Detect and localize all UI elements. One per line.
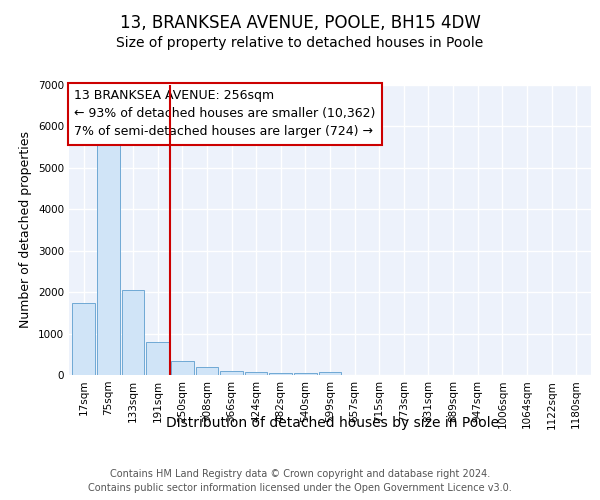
Bar (220, 371, 243, 375)
Bar (196, 366, 218, 375)
Text: 13 BRANKSEA AVENUE: 256sqm
← 93% of detached houses are smaller (10,362)
7% of s: 13 BRANKSEA AVENUE: 256sqm ← 93% of deta… (74, 90, 376, 138)
Text: 13, BRANKSEA AVENUE, POOLE, BH15 4DW: 13, BRANKSEA AVENUE, POOLE, BH15 4DW (119, 14, 481, 32)
Bar (294, 373, 317, 375)
Text: Size of property relative to detached houses in Poole: Size of property relative to detached ho… (116, 36, 484, 50)
Y-axis label: Number of detached properties: Number of detached properties (19, 132, 32, 328)
Bar (73, 302, 95, 375)
Bar (319, 372, 341, 375)
Bar (245, 372, 268, 375)
Text: Contains HM Land Registry data © Crown copyright and database right 2024.
Contai: Contains HM Land Registry data © Crown c… (88, 469, 512, 493)
Bar (146, 342, 169, 375)
Bar (269, 373, 292, 375)
Bar (97, 137, 120, 375)
Bar (171, 360, 194, 375)
Bar (122, 290, 145, 375)
Text: Distribution of detached houses by size in Poole: Distribution of detached houses by size … (166, 416, 500, 430)
